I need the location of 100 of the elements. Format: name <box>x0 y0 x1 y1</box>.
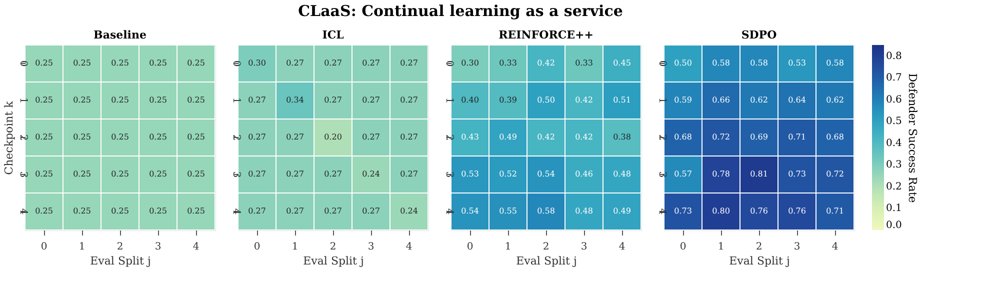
data-label: 0.25 <box>111 58 129 68</box>
data-label: 0.25 <box>149 206 167 216</box>
data-label: 0.71 <box>826 206 844 216</box>
data-label: 0.54 <box>537 170 555 178</box>
color-bar-label: 0.6 <box>886 94 902 106</box>
x-tick-label: 1 <box>718 242 724 252</box>
data-label: 0.49 <box>613 206 631 216</box>
data-label: 0.52 <box>499 170 517 178</box>
data-label: 0.27 <box>248 170 266 178</box>
data-label: 0.57 <box>674 170 692 178</box>
y-tick-label: 2 <box>656 134 668 141</box>
data-label: 0.34 <box>286 96 304 104</box>
x-tick-label: 0 <box>466 242 474 252</box>
data-label: 0.25 <box>187 170 205 178</box>
y-tick-label: 3 <box>656 171 668 178</box>
y-tick-label: 0 <box>230 60 242 67</box>
data-label: 0.24 <box>362 170 380 178</box>
x-tick-label: 1 <box>504 242 512 252</box>
data-label: 0.25 <box>73 58 91 68</box>
data-label: 0.40 <box>461 96 479 104</box>
x-tick-label: 4 <box>406 242 412 252</box>
data-label: 0.27 <box>362 58 380 68</box>
color-bar-label: 0.3 <box>886 160 902 171</box>
color-bar-label: 0.0 <box>886 220 902 231</box>
y-tick-label: 0 <box>656 60 668 67</box>
y-tick-label: 0 <box>18 60 28 67</box>
color-bar-label: 0.1 <box>886 203 902 214</box>
color-bar-label: 0.2 <box>886 181 902 192</box>
y-tick-label: 2 <box>444 134 454 141</box>
data-label: 0.25 <box>111 206 129 216</box>
data-label: 0.25 <box>35 206 53 216</box>
data-label: 0.76 <box>788 206 806 216</box>
data-label: 0.38 <box>613 132 631 142</box>
x-tick-label: 0 <box>254 242 260 252</box>
y-tick-label: 2 <box>230 134 242 141</box>
data-label: 0.27 <box>248 96 266 104</box>
y-tick-label: 4 <box>18 208 28 215</box>
data-label: 0.42 <box>575 132 593 142</box>
data-label: 0.49 <box>499 132 517 142</box>
data-label: 0.27 <box>324 206 342 216</box>
data-label: 0.50 <box>537 96 555 104</box>
data-label: 0.25 <box>35 58 53 68</box>
data-label: 0.30 <box>248 58 266 68</box>
y-tick-label: 1 <box>18 97 28 104</box>
data-label: 0.45 <box>613 58 631 68</box>
data-label: 0.25 <box>149 170 167 178</box>
data-label: 0.27 <box>248 132 266 142</box>
data-label: 0.53 <box>788 58 806 68</box>
data-label: 0.53 <box>461 170 479 178</box>
y-tick-label: 2 <box>18 134 28 141</box>
chart-title: REINFORCE++ <box>498 28 594 42</box>
x-tick-label: 2 <box>756 242 762 252</box>
y-tick-label: 3 <box>444 171 454 178</box>
data-label: 0.27 <box>248 206 266 216</box>
data-label: 0.25 <box>111 96 129 104</box>
x-tick-label: 3 <box>794 242 800 252</box>
x-tick-label: 3 <box>154 242 162 252</box>
data-label: 0.54 <box>461 206 479 216</box>
data-label: 0.39 <box>499 96 517 104</box>
data-label: 0.25 <box>149 96 167 104</box>
x-axis-title: Eval Split j <box>729 254 790 268</box>
data-label: 0.33 <box>499 58 517 68</box>
x-tick-label: 2 <box>330 242 336 252</box>
data-label: 0.27 <box>286 58 304 68</box>
data-label: 0.76 <box>750 206 768 216</box>
data-label: 0.68 <box>674 132 692 142</box>
chart-title: SDPO <box>741 28 778 42</box>
data-label: 0.25 <box>73 96 91 104</box>
data-label: 0.25 <box>73 206 91 216</box>
data-label: 0.68 <box>826 132 844 142</box>
chart-title: Baseline <box>94 28 146 42</box>
x-tick-label: 1 <box>78 242 86 252</box>
data-label: 0.58 <box>750 58 768 68</box>
data-label: 0.27 <box>400 132 418 142</box>
data-label: 0.25 <box>35 96 53 104</box>
data-label: 0.25 <box>149 58 167 68</box>
y-tick-label: 1 <box>656 97 668 104</box>
y-axis-title: Checkpoint k <box>2 100 16 175</box>
x-tick-label: 0 <box>680 242 686 252</box>
data-label: 0.58 <box>712 58 730 68</box>
data-label: 0.25 <box>187 132 205 142</box>
data-label: 0.62 <box>826 96 844 104</box>
y-tick-label: 3 <box>230 171 242 178</box>
color-bar-label: 0.8 <box>886 50 902 62</box>
data-label: 0.24 <box>400 206 418 216</box>
data-label: 0.27 <box>324 58 342 68</box>
data-label: 0.27 <box>286 132 304 142</box>
data-label: 0.25 <box>111 170 129 178</box>
x-tick-label: 4 <box>832 242 838 252</box>
data-label: 0.48 <box>575 206 593 216</box>
color-bar-title: Defender Success Rate <box>906 73 919 203</box>
data-label: 0.43 <box>461 132 479 142</box>
data-label: 0.27 <box>362 206 380 216</box>
x-tick-label: 3 <box>580 242 588 252</box>
color-bar-label: 0.5 <box>886 116 902 128</box>
data-label: 0.64 <box>788 96 806 104</box>
data-label: 0.27 <box>400 96 418 104</box>
data-label: 0.50 <box>674 58 692 68</box>
y-tick-label: 4 <box>444 208 454 215</box>
data-label: 0.42 <box>537 58 555 68</box>
